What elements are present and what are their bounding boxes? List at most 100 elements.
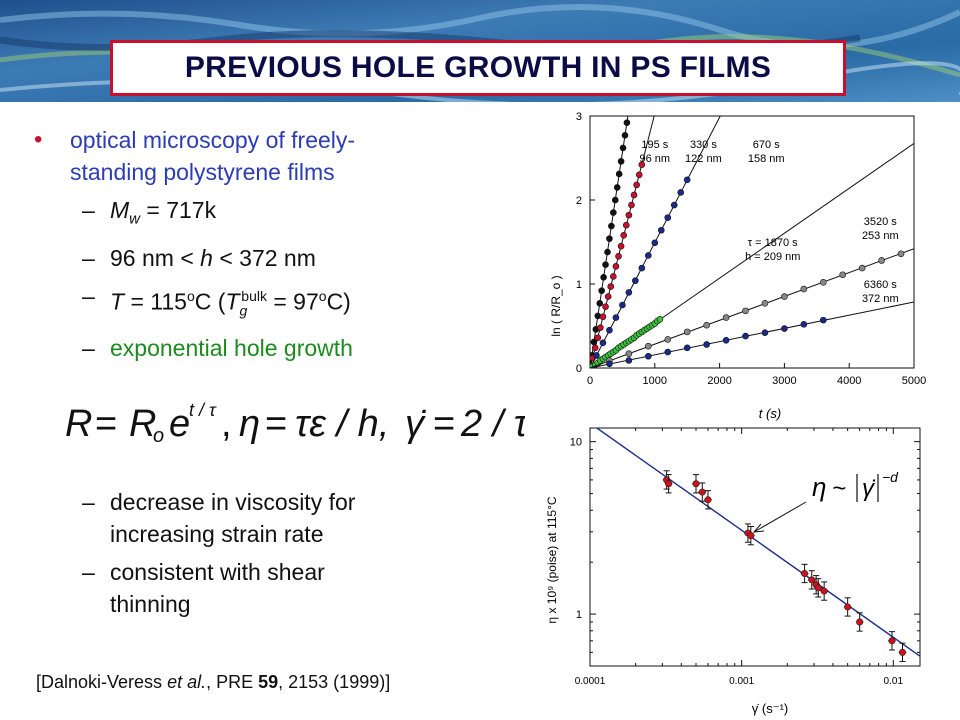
eq-e: e (169, 403, 190, 445)
eq-equals-3: = (433, 403, 455, 445)
chart1-data-point (722, 314, 730, 321)
chart1-annotation-line2: 253 nm (862, 230, 899, 242)
chart1-data-point (625, 350, 633, 358)
chart1-y-axis-label: ln ( R/R_o ) (549, 275, 563, 336)
chart2-data-point (899, 648, 907, 656)
chart1-data-point (638, 161, 646, 169)
chart1-data-point (615, 252, 622, 260)
citation-pages: , 2153 (1999)] (278, 672, 391, 692)
chart1-data-point (602, 261, 609, 268)
chart1-x-tick-label: 4000 (837, 375, 861, 387)
chart1-data-point (621, 132, 629, 139)
chart1-data-point (607, 283, 615, 290)
h-symbol: h (200, 244, 213, 271)
chart1-data-point (656, 315, 664, 323)
chart1-data-point (593, 352, 600, 359)
chart1-data-point (619, 301, 626, 309)
viscosity-chart: η x 10⁹ (poise) at 115°C γ̇ (s⁻¹) 0.0001… (545, 427, 921, 716)
t-degree: o (186, 287, 195, 304)
chart1-data-point (819, 279, 827, 286)
h-pre: 96 nm < (110, 244, 201, 271)
bullet-list: • optical microscopy of freely- standing… (30, 124, 500, 364)
chart1-data-point (617, 242, 625, 250)
citation-journal: , PRE (206, 672, 259, 692)
chart1-data-point (597, 324, 604, 331)
chart1-data-point (612, 263, 620, 270)
chart2-data-point (856, 618, 864, 626)
chart1-y-tick-label: 1 (576, 279, 582, 291)
chart1-data-point (606, 360, 613, 368)
hole-growth-chart: ln ( R/R_o ) t (s) 0 1000 2000 3000 4000 5000… (549, 111, 926, 421)
chart2-data-point (747, 532, 755, 540)
chart2-data-point (698, 488, 706, 496)
chart2-data-point (692, 480, 700, 488)
bullet-list-lower: – decrease in viscosity for increasing s… (30, 486, 500, 620)
main-bullet: • optical microscopy of freely- standing… (30, 124, 500, 188)
chart1-y-tick-label: 3 (576, 111, 582, 123)
chart1-data-point (615, 170, 623, 178)
viscosity-line2: increasing strain rate (110, 521, 324, 547)
chart1-data-point (742, 307, 749, 315)
sub-bullet-mw: – Mw = 717k (30, 194, 500, 236)
chart1-annotation-line1: 6360 s (864, 279, 898, 291)
eq-exponent: t / τ (189, 400, 217, 420)
chart1-data-point (628, 201, 635, 209)
chart1-data-point (703, 321, 710, 329)
chart2-annotation: η ~ γ̇ −d (812, 469, 899, 502)
chart1-data-point (657, 226, 665, 234)
t-symbol: T (110, 288, 125, 315)
t-eq: = 115 (124, 288, 187, 315)
tg-subscript: g (239, 301, 248, 318)
chart2-data-point (801, 569, 809, 577)
chart1-plot: 0 1000 2000 3000 4000 5000 0 1 2 3 195 s 96 nm 330 s… (576, 111, 926, 387)
chart1-data-point (761, 300, 769, 307)
chart1-data-point (610, 273, 617, 280)
eq-gammadot: γ̇ (405, 403, 426, 445)
bullet-marker: • (34, 126, 43, 153)
slide-title-box: PREVIOUS HOLE GROWTH IN PS FILMS (110, 40, 846, 96)
chart1-data-point (625, 211, 633, 219)
sub-bullet-growth: – exponential hole growth (30, 332, 500, 364)
chart1-data-point (613, 184, 621, 191)
chart1-data-point (635, 171, 643, 179)
eq-equals-2: = (265, 403, 287, 445)
chart1-data-point (596, 300, 604, 307)
chart2-data-point (820, 587, 828, 595)
mw-value: = 717k (140, 197, 217, 223)
chart1-y-tick-label: 0 (576, 363, 582, 375)
shear-line2: thinning (110, 591, 191, 617)
dash-marker: – (82, 489, 95, 515)
chart1-annotation-line2: 122 nm (685, 153, 722, 165)
chart1-data-point (800, 285, 808, 293)
chart1-data-point (602, 303, 609, 310)
chart1-data-point (600, 273, 607, 281)
chart2-data-point (844, 603, 852, 611)
chart2-fit-line (595, 428, 920, 657)
tg-eq: = 97 (266, 288, 319, 315)
chart2-x-tick-label: 0.0001 (575, 676, 606, 687)
chart1-data-point (638, 264, 646, 272)
chart2-annotation-arrow-shaft (753, 501, 807, 533)
citation-authors: [Dalnoki-Veress (36, 672, 168, 692)
sub-bullet-viscosity: – decrease in viscosity for increasing s… (30, 486, 500, 550)
chart1-data-point (632, 277, 639, 284)
chart2-x-tick-label: 0.01 (884, 676, 904, 687)
chart2-data-point (814, 584, 822, 592)
tg-unit: C) (326, 288, 351, 315)
chart1-data-point (645, 342, 652, 350)
chart1-data-point (622, 221, 630, 229)
mw-subscript: w (129, 210, 141, 228)
eq-R: R (65, 403, 92, 445)
chart1-data-point (606, 235, 613, 242)
eq-Ro: R (129, 403, 156, 445)
chart1-data-point (630, 191, 638, 199)
chart1-data-point (670, 201, 678, 209)
chart1-data-point (594, 334, 602, 342)
chart1-data-point (839, 271, 847, 279)
h-rest: < 372 nm (212, 244, 316, 271)
chart1-data-point (623, 119, 631, 127)
chart1-fit-line (590, 248, 914, 368)
chart1-data-point (742, 332, 749, 340)
chart1-data-point (599, 339, 607, 347)
sub-bullet-shear: – consistent with shear thinning (30, 556, 500, 620)
